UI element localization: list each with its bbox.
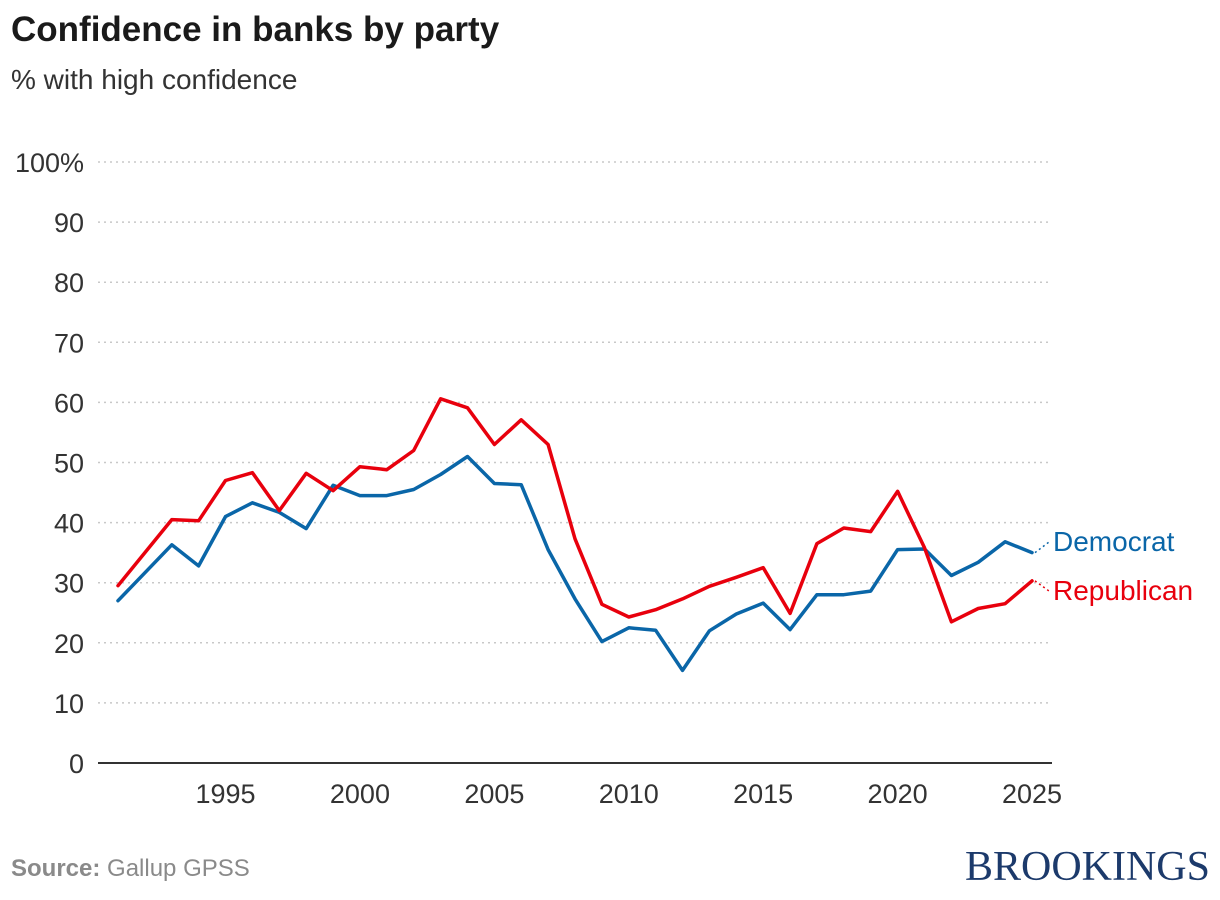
y-tick-label: 80 [54,268,84,298]
source-text: Gallup GPSS [107,855,250,882]
y-tick-labels: 0 10 20 30 40 50 60 70 80 90 100% [15,148,84,779]
series-lines [116,397,1034,673]
x-tick-label: 2015 [733,779,793,809]
y-tick-label: 60 [54,388,84,418]
y-tick-label: 100% [15,148,84,178]
y-tick-label: 50 [54,449,84,479]
gridlines [98,161,1052,704]
x-tick-labels: 1995 2000 2005 2010 2015 2020 2025 [195,779,1062,809]
chart-title: Confidence in banks by party [11,10,500,49]
series-labels: Democrat Republican [1034,526,1193,606]
y-tick-label: 10 [54,689,84,719]
x-tick-label: 2005 [464,779,524,809]
chart-subtitle: % with high confidence [11,64,298,95]
brookings-logo: BROOKINGS [964,844,1210,890]
x-tick-label: 2020 [868,779,928,809]
x-tick-label: 2025 [1002,779,1062,809]
y-tick-label: 90 [54,208,84,238]
y-tick-label: 70 [54,328,84,358]
x-tick-label: 1995 [195,779,255,809]
series-label-republican: Republican [1053,575,1193,606]
source-label: Source: [11,855,101,882]
y-tick-label: 20 [54,629,84,659]
source-note: Source: Gallup GPSS [11,855,250,883]
series-line-democrat [116,454,1034,673]
y-tick-label: 40 [54,509,84,539]
series-label-democrat: Democrat [1053,526,1175,557]
series-line-republican [116,397,1034,624]
leader-line-democrat [1034,541,1050,554]
x-tick-label: 2010 [599,779,659,809]
y-tick-label: 30 [54,569,84,599]
y-tick-label: 0 [69,749,84,779]
x-tick-label: 2000 [330,779,390,809]
